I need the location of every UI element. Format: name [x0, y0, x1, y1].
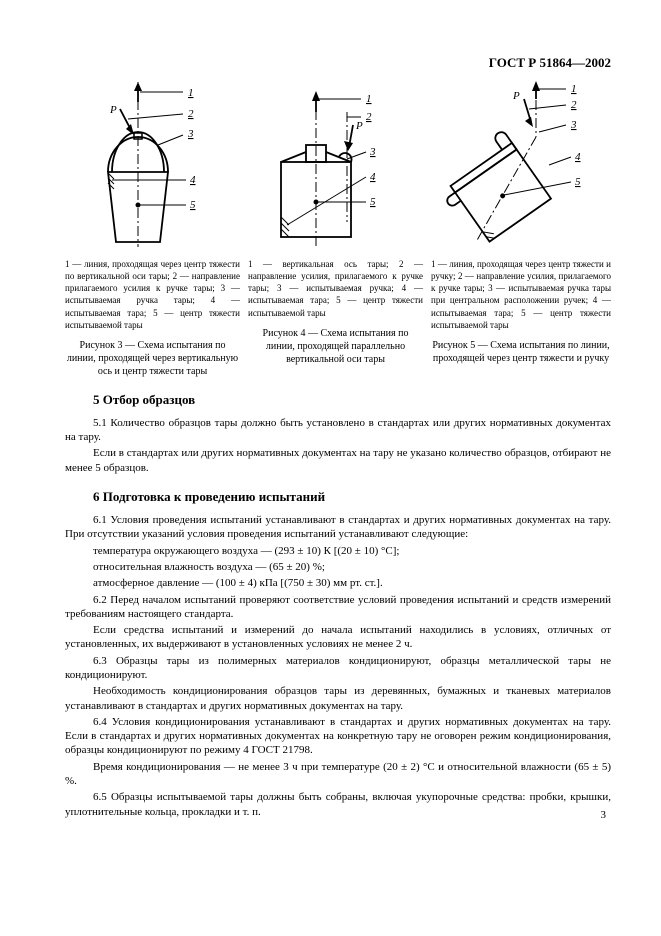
fig5-l3: 3 [570, 119, 577, 131]
s5-p2: Если в стандартах или других нормативных… [65, 446, 611, 475]
figure-3: P 1 2 3 4 5 1 — линия, проходящая через … [65, 77, 240, 378]
figures-row: P 1 2 3 4 5 1 — линия, проходящая через … [65, 77, 611, 378]
fig3-l4: 4 [190, 174, 196, 186]
fig5-l5: 5 [575, 176, 581, 188]
figure-5: 1 P 2 [431, 77, 611, 378]
fig5-caption: Рисунок 5 — Схема испытания по линии, пр… [431, 339, 611, 365]
doc-code: ГОСТ Р 51864—2002 [65, 55, 611, 71]
fig3-l2: 2 [188, 108, 194, 120]
fig4-l1: 1 [366, 93, 372, 105]
s6-p8: Необходимость кондиционирования образцов… [65, 684, 611, 713]
fig3-l3: 3 [187, 128, 194, 140]
figure-5-svg: 1 P 2 [431, 77, 611, 252]
s6-p10: Время кондиционирования — не менее 3 ч п… [65, 760, 611, 789]
fig4-caption: Рисунок 4 — Схема испытания по линии, пр… [248, 327, 423, 366]
s6-p5: 6.2 Перед началом испытаний проверяют со… [65, 593, 611, 622]
fig4-l5: 5 [370, 196, 376, 208]
fig4-l4: 4 [370, 171, 376, 183]
fig5-l2: 2 [571, 99, 577, 111]
fig5-l4: 4 [575, 151, 581, 163]
s6-p9: 6.4 Условия кондиционирования устанавлив… [65, 715, 611, 758]
fig4-l2: 2 [366, 111, 372, 123]
s5-p1: 5.1 Количество образцов тары должно быть… [65, 416, 611, 445]
page-number: 3 [601, 809, 607, 821]
fig3-P: P [109, 104, 117, 116]
section-5-title: 5 Отбор образцов [93, 392, 611, 408]
figure-3-svg: P 1 2 3 4 5 [68, 77, 238, 252]
s6-p1: 6.1 Условия проведения испытаний устанав… [65, 513, 611, 542]
fig3-caption: Рисунок 3 — Схема испытания по линии, пр… [65, 339, 240, 378]
fig3-l1: 1 [188, 87, 194, 99]
s6-p11: 6.5 Образцы испытываемой тары должны быт… [65, 790, 611, 819]
fig5-l1: 1 [571, 83, 577, 95]
fig5-legend: 1 — линия, проходящая через центр тяжест… [431, 258, 611, 331]
fig4-legend: 1 — вертикальная ось тары; 2 — направлен… [248, 258, 423, 319]
fig4-l3: 3 [369, 146, 376, 158]
s6-p2: температура окружающего воздуха — (293 ±… [65, 544, 611, 558]
s6-p4: атмосферное давление — (100 ± 4) кПа [(7… [65, 576, 611, 590]
s6-p7: 6.3 Образцы тары из полимерных материало… [65, 654, 611, 683]
fig3-l5: 5 [190, 199, 196, 211]
fig3-legend: 1 — линия, проходящая через центр тяжест… [65, 258, 240, 331]
fig5-P: P [512, 90, 520, 102]
figure-4: 1 2 P [248, 77, 423, 378]
s6-p6: Если средства испытаний и измерений до н… [65, 623, 611, 652]
section-6-title: 6 Подготовка к проведению испытаний [93, 489, 611, 505]
s6-p3: относительная влажность воздуха — (65 ± … [65, 560, 611, 574]
fig4-P: P [355, 120, 363, 132]
figure-4-svg: 1 2 P [251, 77, 421, 252]
